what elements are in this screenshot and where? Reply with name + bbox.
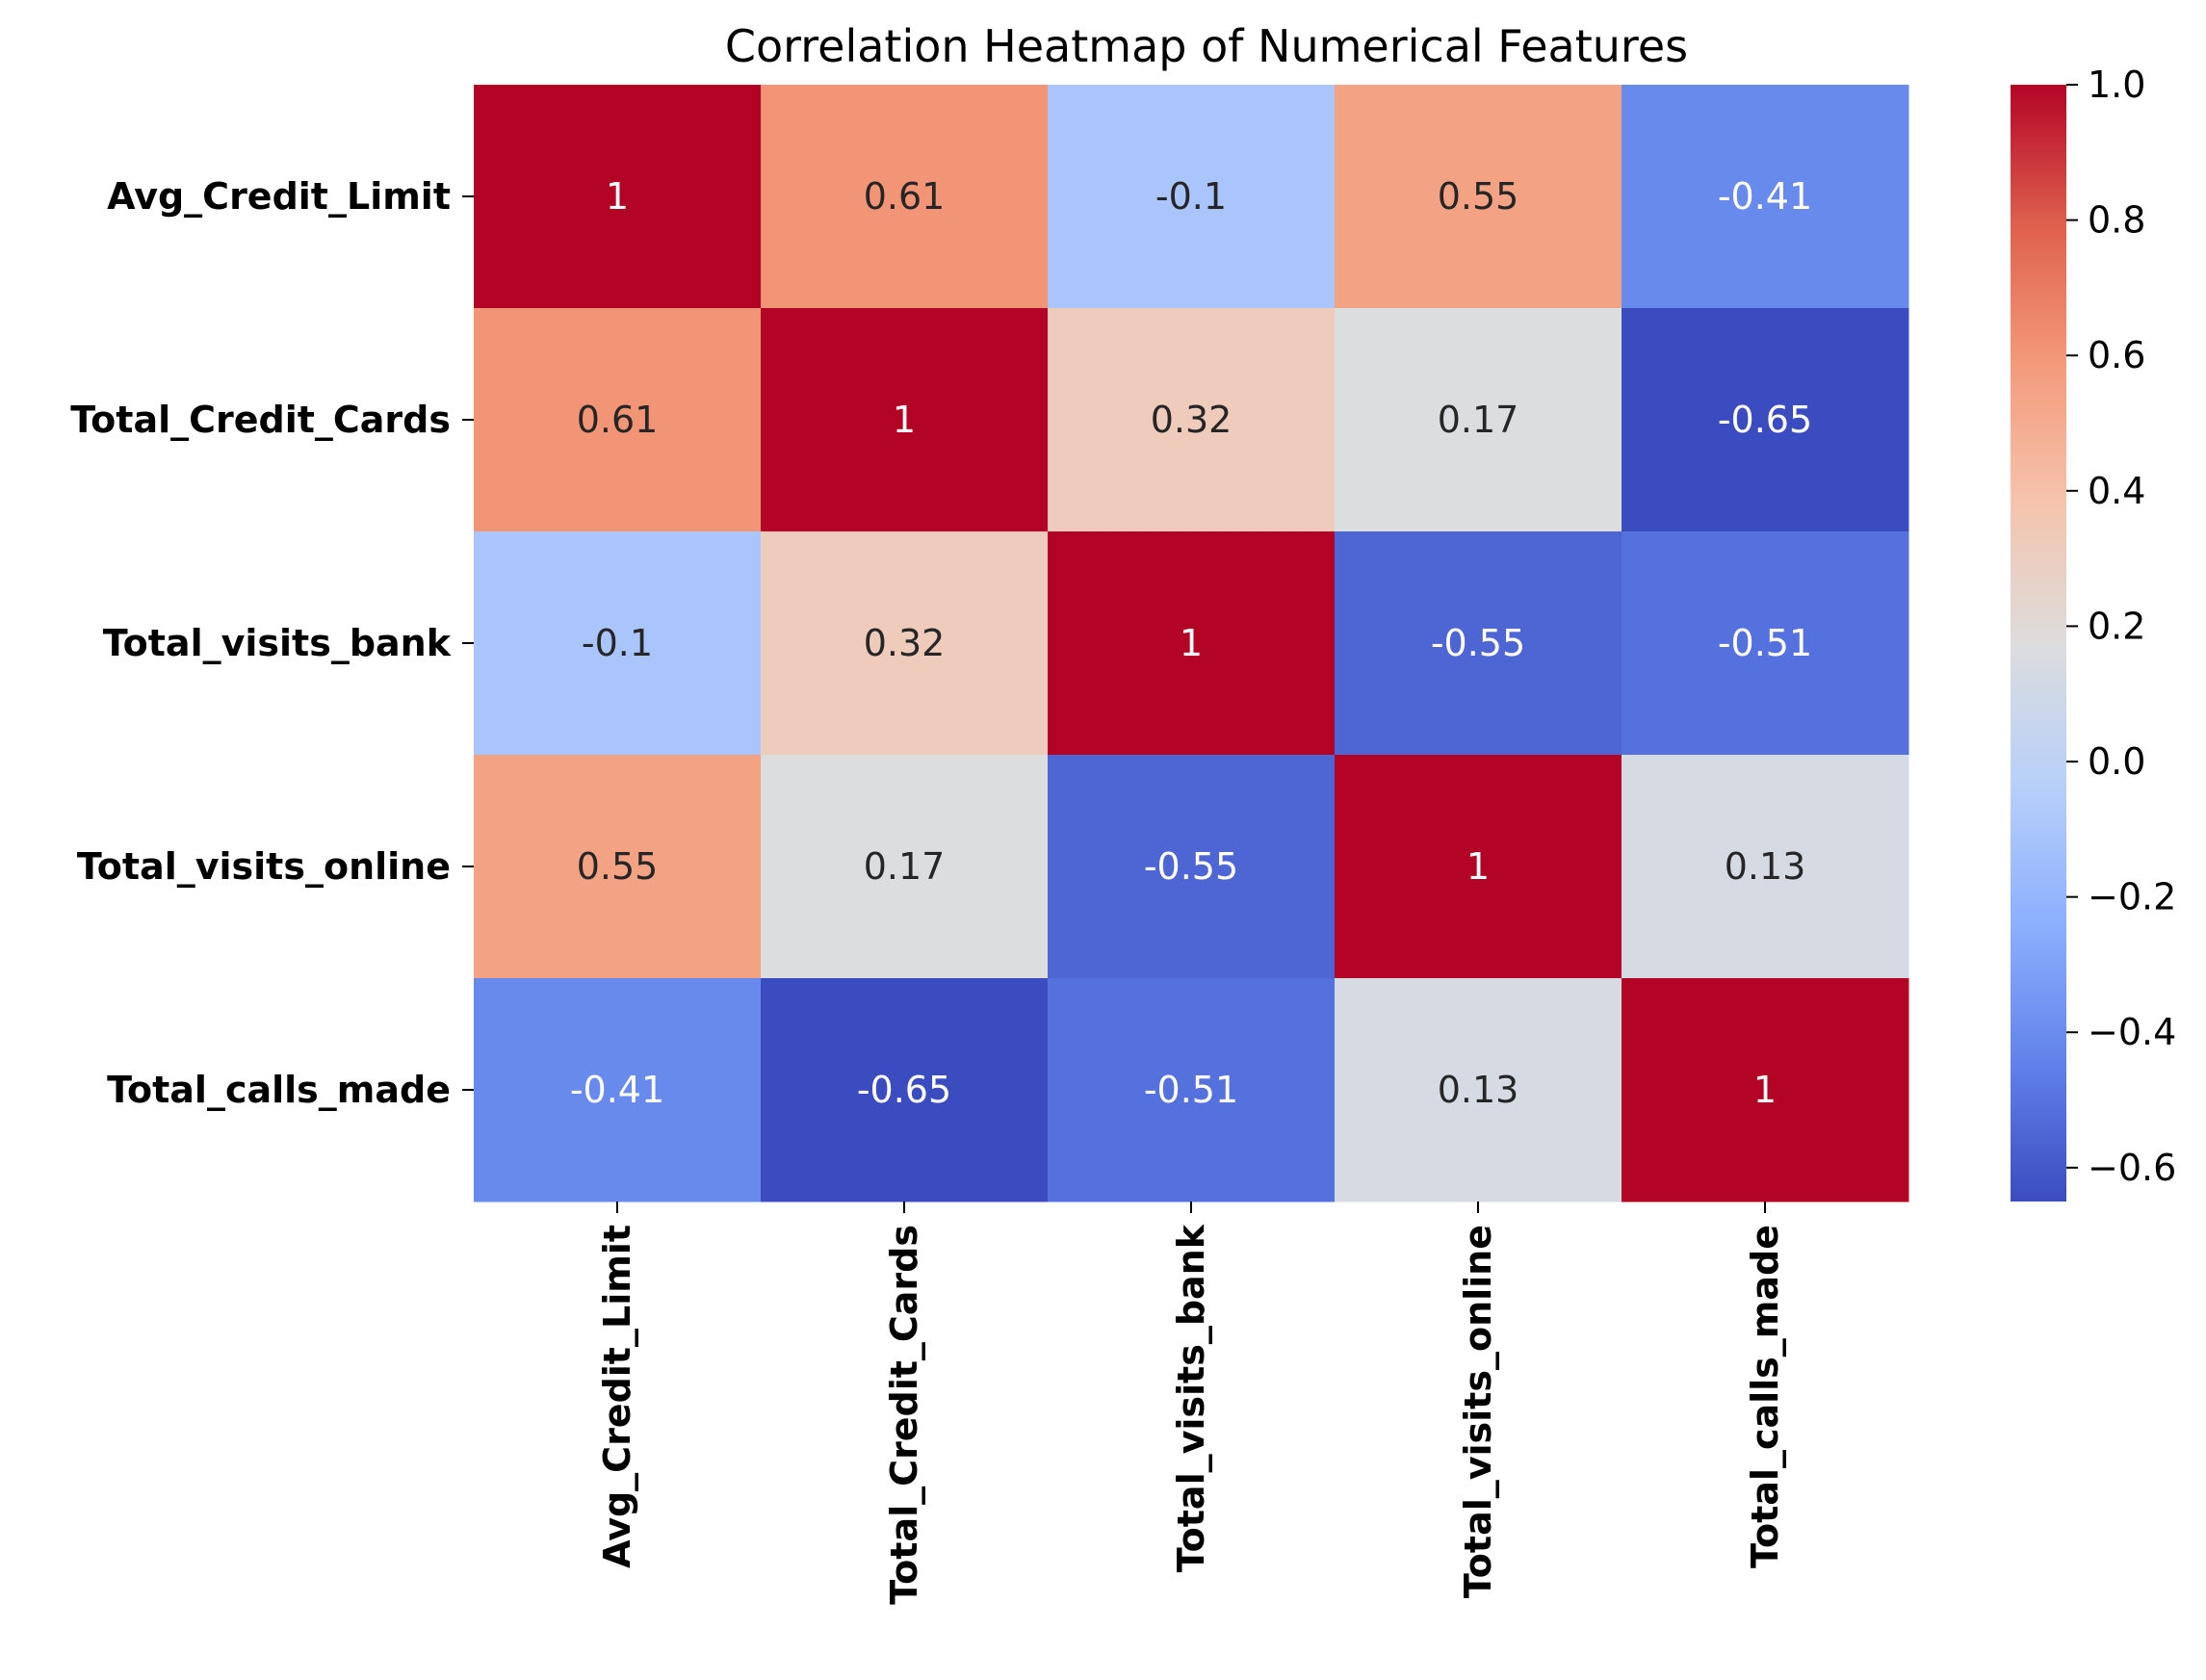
colorbar-tick-label-0: 1.0 bbox=[2088, 64, 2145, 106]
heatmap-cell-0-4 bbox=[1622, 85, 1909, 309]
cell-label-0-4: -0.41 bbox=[1718, 175, 1812, 218]
cell-label-0-3: 0.55 bbox=[1438, 175, 1519, 218]
heatmap-cells: 1 0.61 -0.1 0.55 -0.41 0.61 1 0.32 0.17 -0.65 -0.1… bbox=[474, 85, 1909, 1202]
cell-label-2-1: 0.32 bbox=[864, 622, 946, 664]
heatmap-cell-4-2 bbox=[1048, 978, 1336, 1202]
heatmap-cell-0-1 bbox=[761, 85, 1049, 309]
y-tick-label-3: Total_visits_online bbox=[77, 845, 451, 888]
colorbar-tick-label-4: 0.2 bbox=[2088, 605, 2145, 647]
cell-label-1-4: -0.65 bbox=[1718, 399, 1812, 441]
cell-label-1-2: 0.32 bbox=[1151, 399, 1233, 441]
heatmap-cell-4-0 bbox=[474, 978, 762, 1202]
heatmap-cell-2-0 bbox=[474, 531, 762, 756]
y-axis: Avg_Credit_Limit Total_Credit_Cards Total_… bbox=[70, 175, 474, 1111]
colorbar-tick-label-6: −0.2 bbox=[2088, 876, 2176, 918]
heatmap-cell-1-1 bbox=[761, 308, 1049, 532]
heatmap-cell-3-2 bbox=[1048, 755, 1336, 979]
cell-label-2-0: -0.1 bbox=[582, 622, 653, 664]
heatmap-cell-4-4 bbox=[1622, 978, 1909, 1202]
cell-label-2-4: -0.51 bbox=[1718, 622, 1812, 664]
cell-label-4-4: 1 bbox=[1753, 1069, 1777, 1111]
colorbar-tick-label-8: −0.6 bbox=[2088, 1147, 2176, 1189]
colorbar: 1.0 0.8 0.6 0.4 0.2 0.0 −0.2 −0.4 −0.6 bbox=[2011, 64, 2176, 1202]
cell-label-0-2: -0.1 bbox=[1155, 175, 1227, 218]
cell-label-4-2: -0.51 bbox=[1144, 1069, 1238, 1111]
x-tick-label-2: Total_visits_bank bbox=[1170, 1224, 1212, 1572]
x-tick-label-0: Avg_Credit_Limit bbox=[596, 1225, 638, 1568]
heatmap-cell-3-1 bbox=[761, 755, 1049, 979]
cell-label-4-0: -0.41 bbox=[570, 1069, 664, 1111]
cell-label-3-0: 0.55 bbox=[577, 845, 659, 888]
heatmap-cell-4-1 bbox=[761, 978, 1049, 1202]
heatmap-cell-2-2 bbox=[1048, 531, 1336, 756]
colorbar-tick-label-1: 0.8 bbox=[2088, 199, 2145, 242]
heatmap-cell-1-0 bbox=[474, 308, 762, 532]
y-tick-label-0: Avg_Credit_Limit bbox=[107, 175, 451, 218]
heatmap-cell-2-3 bbox=[1335, 531, 1622, 756]
cell-label-4-1: -0.65 bbox=[857, 1069, 951, 1111]
heatmap-cell-0-2 bbox=[1048, 85, 1336, 309]
cell-label-3-4: 0.13 bbox=[1725, 845, 1806, 888]
heatmap-cell-1-4 bbox=[1622, 308, 1909, 532]
x-tick-label-4: Total_calls_made bbox=[1744, 1225, 1786, 1568]
colorbar-tick-label-5: 0.0 bbox=[2088, 740, 2145, 783]
heatmap-cell-0-3 bbox=[1335, 85, 1622, 309]
heatmap-cell-3-4 bbox=[1622, 755, 1909, 979]
heatmap-cell-3-3 bbox=[1335, 755, 1622, 979]
cell-label-2-3: -0.55 bbox=[1431, 622, 1525, 664]
heatmap-cell-3-0 bbox=[474, 755, 762, 979]
heatmap-cell-1-3 bbox=[1335, 308, 1622, 532]
heatmap-cell-2-4 bbox=[1622, 531, 1909, 756]
colorbar-tick-label-7: −0.4 bbox=[2088, 1011, 2176, 1053]
heatmap-cell-1-2 bbox=[1048, 308, 1336, 532]
cell-label-1-1: 1 bbox=[893, 399, 916, 441]
cell-label-0-1: 0.61 bbox=[864, 175, 946, 218]
heatmap-cell-4-3 bbox=[1335, 978, 1622, 1202]
colorbar-tick-label-3: 0.4 bbox=[2088, 470, 2145, 512]
cell-label-1-0: 0.61 bbox=[577, 399, 659, 441]
cell-label-3-2: -0.55 bbox=[1144, 845, 1238, 888]
cell-label-3-1: 0.17 bbox=[864, 845, 946, 888]
x-tick-label-3: Total_visits_online bbox=[1457, 1225, 1499, 1598]
cell-label-3-3: 1 bbox=[1466, 845, 1490, 888]
x-axis: Avg_Credit_Limit Total_Credit_Cards Total_… bbox=[596, 1202, 1786, 1605]
chart-title: Correlation Heatmap of Numerical Feature… bbox=[725, 20, 1688, 72]
cell-label-1-3: 0.17 bbox=[1438, 399, 1519, 441]
colorbar-gradient bbox=[2011, 85, 2066, 1202]
heatmap-cell-0-0 bbox=[474, 85, 762, 309]
y-tick-label-2: Total_visits_bank bbox=[103, 622, 452, 664]
heatmap-cell-2-1 bbox=[761, 531, 1049, 756]
cell-label-2-2: 1 bbox=[1180, 622, 1203, 664]
colorbar-tick-label-2: 0.6 bbox=[2088, 334, 2145, 376]
cell-label-0-0: 1 bbox=[606, 175, 629, 218]
x-tick-label-1: Total_Credit_Cards bbox=[883, 1225, 925, 1605]
y-tick-label-1: Total_Credit_Cards bbox=[70, 399, 451, 441]
y-tick-label-4: Total_calls_made bbox=[107, 1069, 451, 1111]
cell-label-4-3: 0.13 bbox=[1438, 1069, 1519, 1111]
